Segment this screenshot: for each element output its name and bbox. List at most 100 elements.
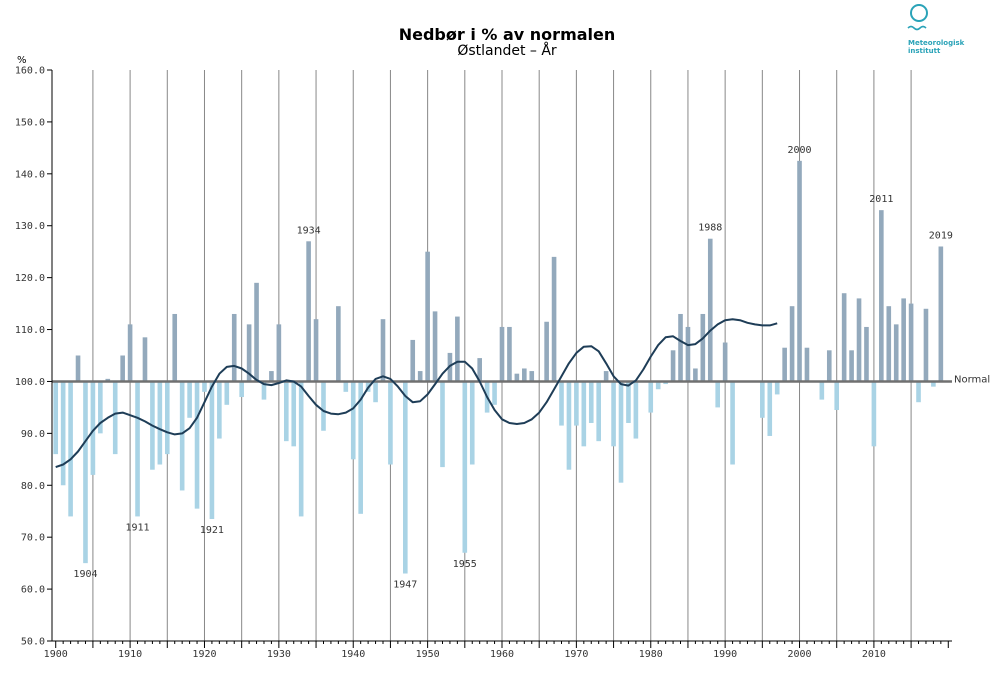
logo-wave-icon xyxy=(907,25,927,31)
logo-text-line1: Meteorologisk xyxy=(908,39,965,47)
bar-1975 xyxy=(611,381,616,447)
bar-1961 xyxy=(507,326,512,382)
bar-label-2000: 2000 xyxy=(787,145,811,156)
bar-1944 xyxy=(380,319,386,382)
bar-1991 xyxy=(730,381,735,465)
chart-title: Nedbør i % av normalen xyxy=(399,25,616,44)
bar-1915 xyxy=(164,381,170,455)
bar-2008 xyxy=(856,298,862,382)
y-tick-label: 90.0 xyxy=(21,429,45,440)
y-tick-label: 140.0 xyxy=(15,169,45,180)
bar-2006 xyxy=(841,293,847,382)
x-tick-label: 1960 xyxy=(490,649,514,660)
bar-2007 xyxy=(849,350,854,382)
y-tick-label: 70.0 xyxy=(21,533,45,544)
bar-2012 xyxy=(886,306,892,382)
bar-1990 xyxy=(722,342,728,382)
bar-1968 xyxy=(559,381,564,426)
bar-1938 xyxy=(336,306,341,382)
bar-label-1911: 1911 xyxy=(125,522,149,533)
bar-2011 xyxy=(879,210,884,382)
bar-1981 xyxy=(655,381,661,390)
bar-label-1934: 1934 xyxy=(297,225,321,236)
bar-1985 xyxy=(685,326,691,382)
bar-1932 xyxy=(291,381,297,447)
bar-labels: 1904 1911 1921 1934 1947 1955 1988 2000 2011 2019 xyxy=(73,145,952,591)
bar-1901 xyxy=(60,381,66,486)
bar-1948 xyxy=(410,339,416,382)
x-tick-label: 1950 xyxy=(416,649,440,660)
bar-1971 xyxy=(581,381,587,447)
bar-1957 xyxy=(477,358,482,382)
bar-1978 xyxy=(633,381,639,439)
bar-label-1947: 1947 xyxy=(393,580,417,591)
bar-1940 xyxy=(350,381,356,460)
bar-1997 xyxy=(774,381,780,395)
bar-1909 xyxy=(120,355,125,382)
bar-1943 xyxy=(373,381,378,403)
bar-1920 xyxy=(202,381,207,392)
bar-2010 xyxy=(871,381,877,447)
bar-1933 xyxy=(298,381,304,517)
bar-label-2019: 2019 xyxy=(929,230,953,241)
bar-1970 xyxy=(574,381,579,426)
bar-2013 xyxy=(893,324,899,382)
logo-circle-icon xyxy=(910,4,928,22)
bar-1922 xyxy=(217,381,222,439)
logo-text-line2: institutt xyxy=(908,47,941,55)
bar-1905 xyxy=(90,381,96,475)
bar-1907 xyxy=(105,378,111,382)
bar-1960 xyxy=(499,326,505,382)
x-tick-label: 1910 xyxy=(118,649,142,660)
bar-1914 xyxy=(157,381,163,465)
bar-1959 xyxy=(492,381,497,405)
bar-1935 xyxy=(313,319,319,382)
bar-1966 xyxy=(544,321,549,382)
bar-1921 xyxy=(209,381,215,520)
chart-subtitle: Østlandet – År xyxy=(457,42,557,59)
bar-1917 xyxy=(179,381,185,491)
bar-1900 xyxy=(53,381,59,455)
bar-1949 xyxy=(417,371,423,382)
trend-line xyxy=(55,318,778,469)
y-tick-label: 100.0 xyxy=(15,377,45,388)
trend xyxy=(55,318,778,469)
bar-1954 xyxy=(455,316,460,382)
bar-1956 xyxy=(469,381,475,465)
bar-1955 xyxy=(462,381,468,553)
bar-1928 xyxy=(261,381,267,400)
bar-1972 xyxy=(588,381,594,423)
bar-1988 xyxy=(707,238,713,382)
axes: 50.0 60.0 70.0 80.0 90.0 100.0 110.0 120.0 130.0… xyxy=(15,66,952,660)
bar-1999 xyxy=(789,306,795,382)
x-tick-label: 1920 xyxy=(192,649,216,660)
y-tick-label: 110.0 xyxy=(15,325,45,336)
y-tick-label: 60.0 xyxy=(21,585,45,596)
bar-1939 xyxy=(343,381,349,392)
y-axis-unit-label: % xyxy=(17,55,27,66)
bars xyxy=(53,160,944,574)
bar-1918 xyxy=(187,381,192,418)
y-tick-label: 160.0 xyxy=(15,66,45,77)
bar-label-1988: 1988 xyxy=(698,223,722,234)
bar-2014 xyxy=(901,298,906,382)
bar-1929 xyxy=(269,371,274,382)
bar-1904 xyxy=(83,381,88,564)
bar-1982 xyxy=(663,381,668,385)
bar-1976 xyxy=(618,381,624,483)
bar-1941 xyxy=(358,381,363,514)
bar-1908 xyxy=(112,381,118,455)
bar-1927 xyxy=(254,282,259,382)
bar-2004 xyxy=(826,350,832,382)
bar-2019 xyxy=(938,246,944,382)
bar-1967 xyxy=(551,256,557,382)
bar-2016 xyxy=(916,381,921,403)
bar-2000 xyxy=(797,160,802,382)
x-tick-label: 2010 xyxy=(862,649,886,660)
bar-1995 xyxy=(760,381,765,418)
bar-label-1904: 1904 xyxy=(73,569,97,580)
bar-1936 xyxy=(321,381,326,431)
x-tick-label: 1990 xyxy=(713,649,737,660)
bar-1912 xyxy=(142,337,148,382)
